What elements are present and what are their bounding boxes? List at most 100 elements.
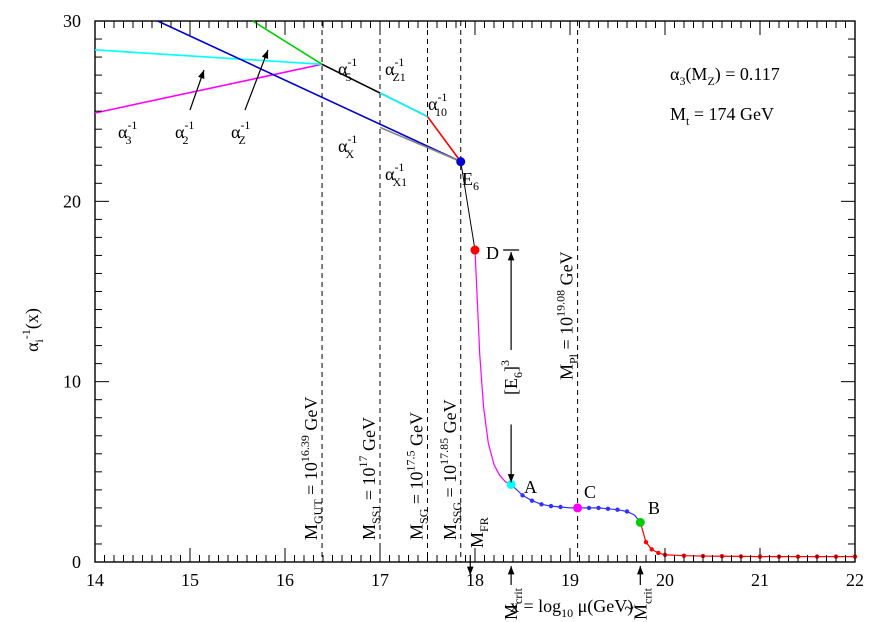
marker-e6 <box>456 157 466 167</box>
alpha2-label-part: -1 <box>184 118 194 132</box>
e6cube-label-part: 3 <box>498 360 512 366</box>
alpha2-label-part: 2 <box>182 133 188 147</box>
mcrit-label: Mcrit <box>501 587 525 620</box>
alphaZ-label: α-1 Z <box>231 118 250 147</box>
alphaX1-label-part: X1 <box>392 175 407 189</box>
series-line <box>379 126 462 163</box>
threshold-label-part: 17 <box>356 455 370 467</box>
alphaZ1-label: α-1 Z1 <box>385 55 406 84</box>
alphaZ1-label-part: Z1 <box>392 70 405 84</box>
alphaZ-label-part: α <box>231 122 241 142</box>
alphaX1-label-part: -1 <box>394 160 404 174</box>
y-axis-title: αi-1(x) <box>19 308 46 352</box>
mt-annotation-part: t <box>686 114 690 128</box>
alpha3-mz-annotation-part: (M <box>685 64 707 85</box>
alphaX-label-part: α <box>338 136 348 156</box>
b-label-part: B <box>648 498 660 518</box>
marker-b <box>635 517 645 527</box>
alphaX-label: α-1 X <box>338 132 357 161</box>
data-point <box>520 493 525 498</box>
x-axis-title: x = log10 μ(GeV) <box>510 596 633 620</box>
e6cube-label: [E6]3 <box>498 360 525 395</box>
a-label: A <box>524 477 537 497</box>
threshold-lines <box>321 21 579 562</box>
alphaX1-label: α-1 X1 <box>385 160 407 189</box>
threshold-label: MSSG = 1017.85 GeV <box>437 399 464 540</box>
threshold-label-part: GeV <box>557 251 577 290</box>
x-tick-label: 15 <box>181 570 199 590</box>
threshold-label-part: 19.08 <box>554 290 568 317</box>
x-tick-label: 20 <box>656 570 674 590</box>
data-point <box>656 550 661 556</box>
mcrit-label-part: crit <box>511 587 525 604</box>
data-point <box>624 509 630 514</box>
mfr-label-part: FR <box>477 517 491 532</box>
tick-layer: 14 15 16 17 18 19 20 21 22 0 10 20 30 <box>63 11 864 590</box>
alpha3-mz-annotation-part: α <box>670 64 680 84</box>
data-point <box>558 504 563 510</box>
threshold-label: MSG = 1017.5 GeV <box>404 412 431 540</box>
series-layer <box>94 20 855 558</box>
y-axis-title-part: α <box>22 342 42 352</box>
threshold-label-part: = 10 <box>407 471 427 508</box>
plot-frame <box>94 20 856 563</box>
e6-label-part: 6 <box>473 179 479 193</box>
d-label-part: D <box>486 243 499 263</box>
data-point <box>649 547 654 552</box>
threshold-label-part: = 10 <box>359 467 379 504</box>
threshold-label-part: 16.39 <box>298 435 312 462</box>
threshold-label-part: M <box>557 364 577 380</box>
y-tick-label: 10 <box>63 372 81 392</box>
x-tick-label: 22 <box>846 570 864 590</box>
threshold-label-part: SS1 <box>369 505 383 524</box>
alpha10-label-part: -1 <box>437 90 447 104</box>
threshold-label-part: = 10 <box>440 465 460 502</box>
series-line <box>94 49 323 66</box>
alpha3-label: α-1 3 <box>118 118 137 147</box>
mfr-label-part: M <box>467 532 487 548</box>
threshold-label-part: M <box>359 524 379 540</box>
alpha2-arrow-head <box>198 70 205 79</box>
threshold-label: MSS1 = 1017 GeV <box>356 417 383 540</box>
x-tick-label: 19 <box>561 570 579 590</box>
alphaZ-arrow-head <box>261 50 269 59</box>
series-line <box>379 92 428 118</box>
threshold-label-part: SSG <box>450 502 464 524</box>
alpha10-label: α-1 10 <box>428 90 447 119</box>
threshold-label-part: 17.5 <box>404 450 418 471</box>
e6cube-label-part: [E <box>501 378 521 395</box>
mt-annotation-part: = 174 GeV <box>689 104 774 124</box>
marker-a <box>506 479 516 489</box>
c-label: C <box>584 482 596 502</box>
mfr-label: MFR <box>467 517 491 548</box>
x-tick-label: 21 <box>751 570 769 590</box>
data-point <box>615 507 620 512</box>
threshold-label-part: GeV <box>301 397 321 436</box>
threshold-label-part: GeV <box>407 412 427 451</box>
alpha3-mz-annotation: α3(MZ) = 0.117 <box>670 64 780 88</box>
threshold-label: MGUT = 1016.39 GeV <box>298 397 325 540</box>
b-label: B <box>648 498 660 518</box>
threshold-label-part: GeV <box>440 399 460 438</box>
plot-border <box>94 20 856 563</box>
e6-label: E6 <box>462 169 479 193</box>
x-tick-label: 17 <box>371 570 389 590</box>
alpha5-label-part: 5 <box>345 70 351 84</box>
y-axis-title-part: (x) <box>22 308 43 329</box>
threshold-label-part: 17.85 <box>437 438 451 465</box>
e6cube-arrow-down-head <box>507 474 515 483</box>
c-label-part: C <box>584 482 596 502</box>
marker-c <box>573 503 583 513</box>
alpha2-label-part: α <box>175 122 185 142</box>
alpha5-label-part: -1 <box>347 55 357 69</box>
alpha5-label-part: α <box>338 59 348 79</box>
threshold-label-part: Pl <box>567 353 581 364</box>
mcrit-label-part: M <box>501 604 521 620</box>
data-point <box>586 505 592 511</box>
x-axis-title-part: 10 <box>561 606 573 620</box>
mcrit-tilde-label: Mcrit <box>630 587 654 620</box>
data-point <box>596 505 601 511</box>
